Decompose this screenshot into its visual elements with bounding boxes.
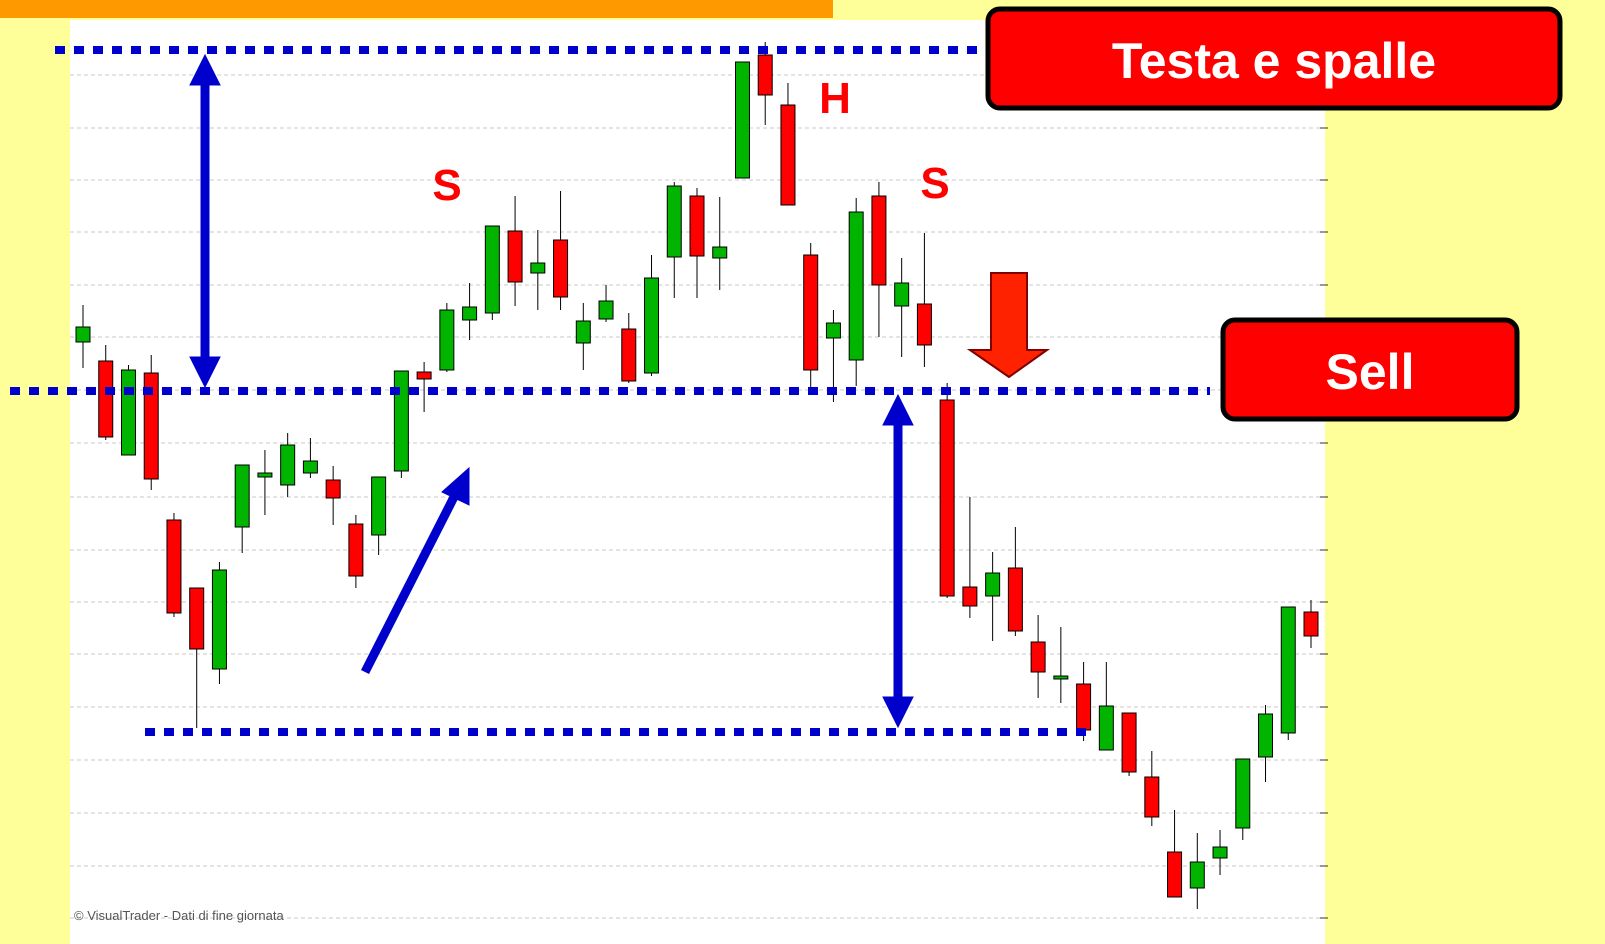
candle-body bbox=[621, 328, 637, 382]
candle-body bbox=[439, 309, 455, 371]
title-box bbox=[985, 6, 1563, 111]
candle-body bbox=[234, 464, 250, 528]
candle-body bbox=[393, 370, 409, 472]
candle-body bbox=[462, 306, 478, 321]
candle-body bbox=[1098, 705, 1114, 751]
candle-body bbox=[484, 225, 500, 314]
candle-body bbox=[211, 569, 227, 670]
candle-body bbox=[348, 523, 364, 577]
candle-body bbox=[143, 372, 159, 480]
candle-body bbox=[644, 277, 660, 374]
candle-body bbox=[75, 326, 91, 343]
arrow-head bbox=[441, 466, 470, 506]
arrow-head bbox=[882, 393, 914, 426]
arrow-head bbox=[882, 696, 914, 729]
sell-box bbox=[1220, 317, 1520, 422]
candle-body bbox=[1121, 712, 1137, 773]
title: Testa e spalle bbox=[1112, 33, 1436, 89]
candle-body bbox=[553, 239, 569, 298]
candle-body bbox=[530, 262, 546, 274]
candle-body bbox=[1235, 758, 1251, 829]
arrow-shaft bbox=[360, 492, 460, 675]
shoulder-label: S bbox=[432, 161, 461, 210]
head-label: H bbox=[819, 74, 851, 123]
candle-body bbox=[98, 360, 114, 438]
candle-body bbox=[780, 104, 796, 206]
top-bar bbox=[0, 0, 833, 18]
candle-body bbox=[189, 587, 205, 650]
candle-body bbox=[575, 320, 591, 344]
candle-body bbox=[166, 519, 182, 614]
candle-body bbox=[734, 61, 750, 179]
candle-body bbox=[962, 586, 978, 607]
candle-body bbox=[1189, 861, 1205, 889]
candle-body bbox=[1167, 851, 1183, 898]
arrows bbox=[189, 53, 914, 729]
credit: © VisualTrader - Dati di fine giornata bbox=[74, 908, 285, 923]
candle-body bbox=[120, 369, 136, 456]
candle-body bbox=[1258, 713, 1274, 758]
candle-body bbox=[689, 195, 705, 257]
candle-body bbox=[1303, 611, 1319, 637]
candle-body bbox=[280, 444, 296, 486]
candle-body bbox=[825, 322, 841, 339]
candle-body bbox=[894, 282, 910, 307]
candle-body bbox=[1144, 776, 1160, 818]
candle-body bbox=[325, 479, 341, 499]
candle-body bbox=[1053, 675, 1069, 680]
candle-body bbox=[666, 185, 682, 258]
candle-body bbox=[712, 246, 728, 259]
sell-arrow bbox=[966, 272, 1051, 379]
plot-area bbox=[70, 20, 1325, 944]
candles bbox=[75, 42, 1319, 909]
shoulder-label: S bbox=[920, 159, 949, 208]
candle-body bbox=[1212, 846, 1228, 859]
candle-body bbox=[803, 254, 819, 371]
candle-body bbox=[757, 54, 773, 96]
candle-body bbox=[507, 230, 523, 283]
candle-body bbox=[598, 300, 614, 320]
arrow-head bbox=[189, 53, 221, 86]
candle-body bbox=[871, 195, 887, 286]
candle-body bbox=[939, 399, 955, 597]
candle-body bbox=[916, 303, 932, 346]
candle-body bbox=[848, 211, 864, 361]
candle-body bbox=[1030, 641, 1046, 673]
candle-body bbox=[416, 371, 432, 380]
candle-body bbox=[1280, 606, 1296, 734]
candle-body bbox=[257, 472, 273, 478]
candle-body bbox=[1076, 683, 1092, 731]
candle-body bbox=[985, 572, 1001, 597]
sell-label: Sell bbox=[1326, 344, 1415, 400]
candle-body bbox=[1007, 567, 1023, 632]
candle-body bbox=[302, 460, 318, 474]
arrow-head bbox=[189, 356, 221, 389]
candle-body bbox=[371, 476, 387, 536]
